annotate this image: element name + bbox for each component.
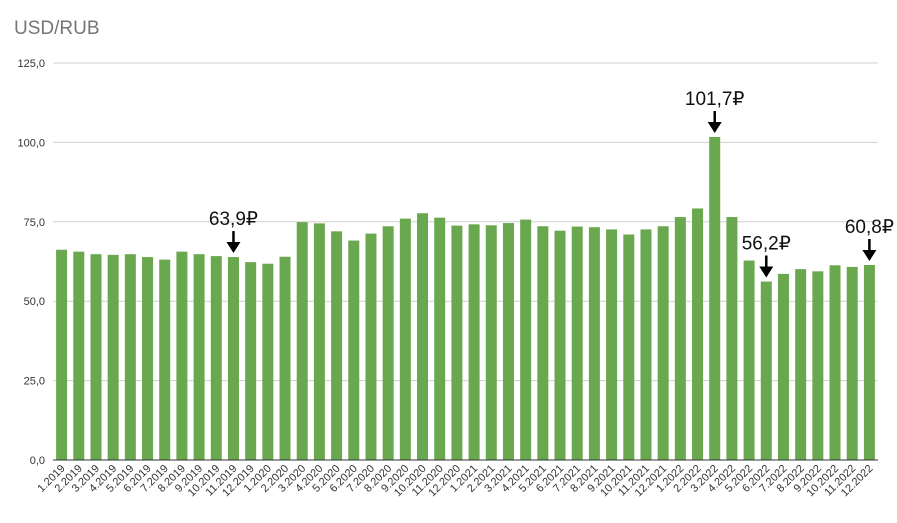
bar [107,254,119,460]
y-tick-label: 100,0 [17,137,45,149]
y-tick-label: 50,0 [24,296,45,308]
bar [210,256,222,460]
bar [674,217,686,460]
bar [279,256,291,460]
bar [726,217,738,460]
bar [812,271,824,460]
bar [485,225,497,460]
bar [571,226,583,460]
y-tick-label: 25,0 [24,376,45,388]
annotation-label: 60,8₽ [845,217,894,238]
bar [313,223,325,460]
bar [520,219,532,460]
annotation-label: 101,7₽ [685,89,745,110]
bars-layer [56,137,875,460]
bar [657,226,669,460]
bar [159,259,171,460]
annotation-arrow-head [862,249,877,261]
annotation-layer: 63,9₽ 101,7₽ 56,2₽ 60,8₽ [209,89,894,278]
bar [176,251,188,460]
y-tick-label: 125,0 [17,58,45,70]
chart-title: USD/RUB [14,18,100,39]
annotation-label: 63,9₽ [209,209,258,230]
annotation-label: 56,2₽ [742,234,791,255]
bar [417,213,429,460]
bar [692,208,704,460]
bar [90,254,102,460]
bar [245,262,257,460]
bar [73,251,85,460]
bar [434,217,446,460]
bar [382,226,394,460]
bar [468,224,480,460]
bar [537,226,549,460]
annotation-arrow-head [759,266,774,278]
bar [640,229,652,460]
y-tick-label: 0,0 [30,455,45,467]
annotation-arrow-head [226,242,241,254]
bar [142,257,154,460]
bar [502,223,514,460]
bar [296,222,308,460]
bar [451,225,463,460]
bar [743,260,755,460]
bar [56,249,68,460]
bar [795,269,807,460]
bar [760,281,772,460]
bar [554,230,566,460]
bar [623,234,635,460]
bar [124,254,136,460]
bar [193,254,205,460]
bar [331,231,343,460]
bar [262,263,274,460]
bar [227,257,239,460]
y-tick-label: 75,0 [24,217,45,229]
bar [863,264,875,460]
bar [846,266,858,460]
bar [588,227,600,460]
bar [829,265,841,460]
bar [348,240,360,460]
annotation-arrow-head [707,122,722,134]
bar [399,218,411,460]
bar [709,137,721,460]
grid-layer [53,62,878,382]
bar [606,229,618,460]
bar [777,273,789,460]
bar [365,233,377,460]
